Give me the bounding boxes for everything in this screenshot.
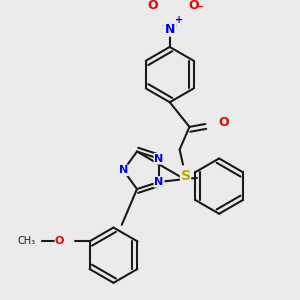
Text: N: N: [154, 177, 164, 187]
Text: O: O: [218, 116, 229, 129]
Text: +: +: [175, 15, 183, 25]
Text: S: S: [181, 169, 190, 183]
Text: N: N: [154, 154, 164, 164]
Text: N: N: [165, 23, 175, 36]
Text: O: O: [148, 0, 158, 12]
Text: O: O: [188, 0, 199, 12]
Text: −: −: [195, 2, 204, 11]
Text: CH₃: CH₃: [17, 236, 35, 246]
Text: O: O: [55, 236, 64, 246]
Text: N: N: [119, 165, 128, 175]
